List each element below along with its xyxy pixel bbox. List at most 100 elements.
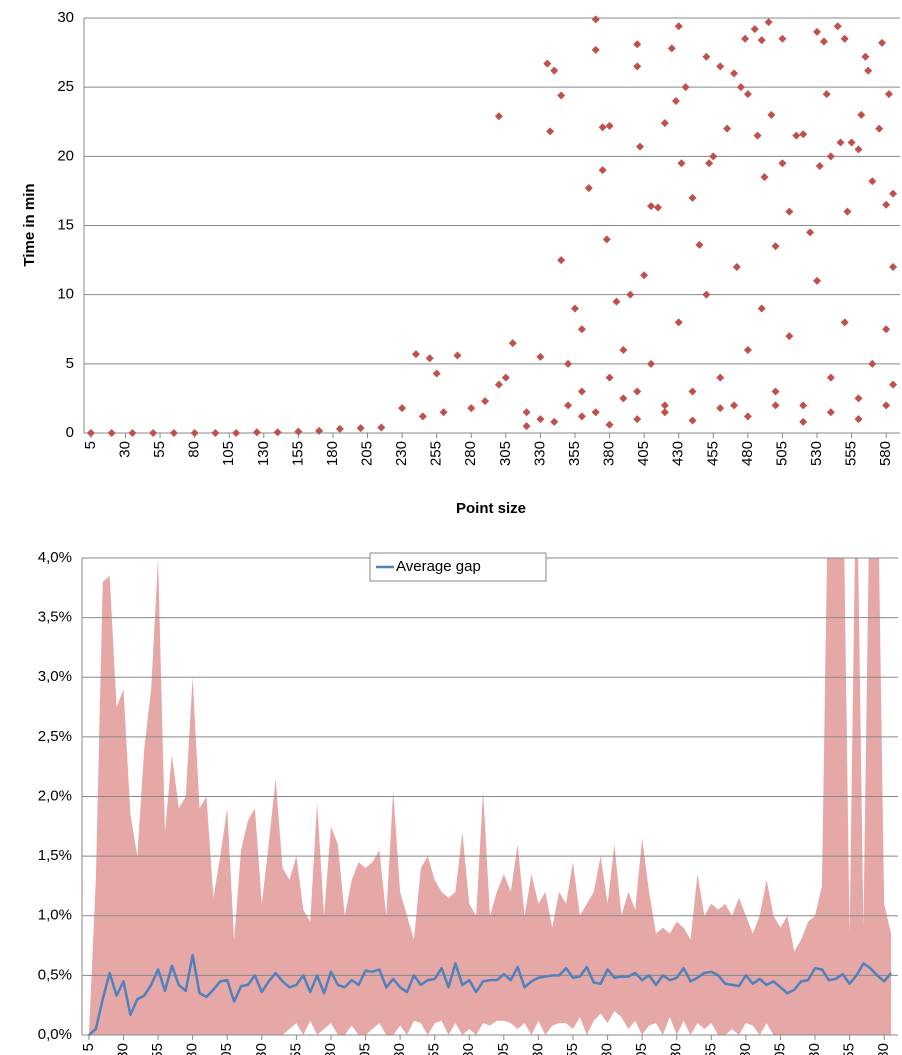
point — [315, 426, 324, 435]
legend-label: Average gap — [396, 558, 481, 575]
point — [494, 112, 503, 121]
x-tick-label: 280 — [462, 441, 479, 466]
point — [252, 428, 261, 437]
point — [840, 34, 849, 43]
y-tick-label: 4,0% — [38, 549, 72, 566]
point — [843, 207, 852, 216]
x-tick-label: 230 — [393, 441, 410, 466]
point — [723, 124, 732, 133]
point — [425, 354, 434, 363]
x-tick-label: 380 — [601, 441, 618, 466]
point — [674, 318, 683, 327]
point — [439, 408, 448, 417]
point — [771, 401, 780, 410]
point — [778, 34, 787, 43]
x-tick-label: 55 — [149, 1043, 166, 1055]
y-tick-label: 0,5% — [38, 966, 72, 983]
y-tick-label: 20 — [57, 147, 74, 164]
point — [557, 91, 566, 100]
point — [732, 263, 741, 271]
y-tick-label: 3,5% — [38, 609, 72, 626]
x-axis-title: Point size — [456, 500, 526, 517]
point — [501, 373, 510, 382]
x-tick-label: 355 — [564, 1043, 581, 1055]
point — [875, 124, 884, 133]
x-tick-label: 155 — [289, 441, 306, 466]
x-tick-label: 505 — [773, 441, 790, 466]
point — [778, 159, 787, 168]
point — [494, 380, 503, 389]
y-tick-label: 1,5% — [38, 847, 72, 864]
point — [840, 318, 849, 327]
point — [813, 27, 822, 36]
x-tick-label: 405 — [635, 441, 652, 466]
x-tick-label: 230 — [391, 1043, 408, 1055]
point — [833, 22, 842, 31]
point — [149, 429, 158, 437]
x-tick-label: 505 — [771, 1043, 788, 1055]
point — [432, 369, 441, 378]
point — [889, 263, 898, 271]
x-tick-label: 430 — [670, 441, 687, 466]
point — [577, 325, 586, 334]
point — [868, 359, 877, 368]
point — [577, 412, 586, 421]
point — [605, 121, 614, 130]
point — [398, 404, 407, 413]
point — [467, 404, 476, 413]
y-axis-title: Time in min — [21, 183, 38, 266]
point — [878, 38, 887, 47]
x-tick-label: 55 — [151, 441, 168, 458]
x-tick-label: 530 — [806, 1043, 823, 1055]
point — [815, 162, 824, 171]
point — [743, 346, 752, 354]
point — [671, 97, 680, 105]
y-tick-label: 30 — [57, 9, 74, 26]
point — [356, 424, 365, 433]
point — [705, 159, 714, 168]
point — [626, 290, 635, 299]
x-tick-label: 555 — [843, 441, 860, 466]
point — [660, 119, 669, 128]
point — [882, 200, 891, 209]
x-tick-label: 280 — [460, 1043, 477, 1055]
point — [857, 110, 866, 119]
point — [757, 36, 766, 45]
point — [716, 404, 725, 413]
point — [377, 423, 386, 432]
point — [557, 256, 566, 265]
x-tick-label: 530 — [808, 441, 825, 466]
point — [273, 428, 282, 437]
point — [819, 37, 828, 46]
point — [882, 401, 891, 410]
point — [753, 131, 762, 140]
point — [190, 429, 199, 437]
point — [847, 138, 856, 147]
point — [647, 202, 656, 211]
point — [688, 193, 697, 202]
point — [688, 387, 697, 396]
point — [564, 359, 573, 368]
point — [681, 83, 690, 92]
point — [633, 387, 642, 396]
point — [543, 59, 552, 68]
point — [730, 401, 739, 410]
point — [760, 173, 769, 182]
point — [453, 351, 462, 360]
point — [716, 373, 725, 382]
x-tick-label: 455 — [702, 1043, 719, 1055]
point — [868, 177, 877, 186]
point — [536, 415, 545, 424]
point — [764, 18, 773, 27]
point — [605, 373, 614, 382]
point — [612, 297, 621, 306]
point — [785, 207, 794, 216]
x-tick-label: 330 — [531, 441, 548, 466]
point — [591, 45, 600, 54]
point — [806, 228, 815, 237]
point — [633, 62, 642, 71]
point — [822, 90, 831, 99]
y-tick-label: 2,0% — [38, 787, 72, 804]
point — [864, 66, 873, 75]
point — [695, 240, 704, 249]
